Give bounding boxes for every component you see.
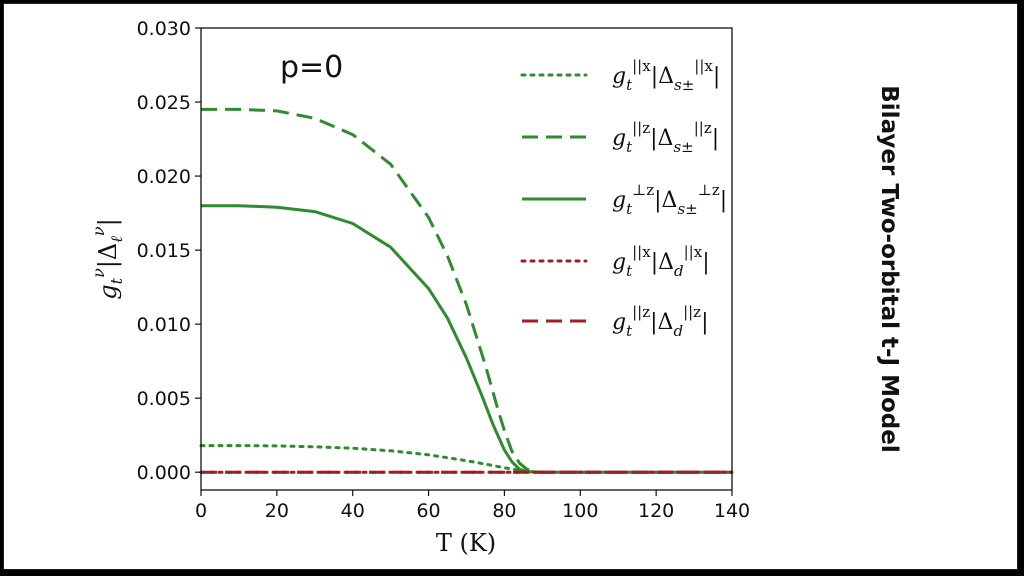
legend-label: gt||x|Δs±||x| (612, 57, 720, 94)
y-tick-label: 0.015 (137, 240, 191, 262)
legend-label: gt⊥z|Δs±⊥z| (612, 181, 727, 218)
series-line-1 (199, 444, 734, 474)
line-chart: 0 20 40 60 80 100 120 140 0.0000.0050.0100.0150… (89, 18, 750, 557)
y-tick-label: 0.025 (137, 92, 191, 114)
y-tick-label: 0.000 (137, 462, 191, 484)
series-line-3 (201, 204, 732, 474)
svg-text:gtν|Δℓν|: gtν|Δℓν| (89, 218, 126, 299)
legend-label: gt||z|Δs±||z| (612, 119, 719, 156)
p-annotation: p=0 (280, 50, 343, 85)
y-axis-label: gtν|Δℓν| (89, 218, 126, 299)
x-tick-label: 80 (492, 500, 516, 522)
x-axis-label: T (K) (436, 529, 496, 557)
side-title: Bilayer Two-orbital t-J Model (876, 85, 902, 453)
x-tick-label: 100 (562, 500, 598, 522)
x-tick-label: 40 (341, 500, 365, 522)
x-axis-ticks: 0 20 40 60 80 100 120 140 (195, 490, 750, 522)
series-line-2 (201, 107, 732, 474)
plot-frame (200, 27, 733, 491)
x-tick-label: 140 (714, 500, 750, 522)
x-tick-label: 120 (638, 500, 674, 522)
legend-label: gt||z|Δd||z| (612, 303, 709, 340)
y-tick-label: 0.030 (137, 18, 191, 40)
y-axis-ticks: 0.000 0.005 0.010 0.015 0.020 0.025 0.030 (137, 18, 201, 484)
x-tick-label: 60 (416, 500, 440, 522)
y-tick-label: 0.005 (137, 388, 191, 410)
slide-frame: 0 20 40 60 80 100 120 140 0.000 0.005 0.010 0.015 0… (3, 3, 1018, 570)
x-tick-label: 20 (265, 500, 289, 522)
x-tick-label: 0 (195, 500, 207, 522)
legend: gt||x|Δs±||x| gt||z|Δs±||z| gt⊥z|Δs±⊥z| gt|… (520, 57, 727, 340)
y-tick-label: 0.010 (137, 314, 191, 336)
series-lines (199, 107, 734, 474)
legend-label: gt||x|Δd||x| (612, 243, 710, 280)
y-tick-label: 0.020 (137, 166, 191, 188)
